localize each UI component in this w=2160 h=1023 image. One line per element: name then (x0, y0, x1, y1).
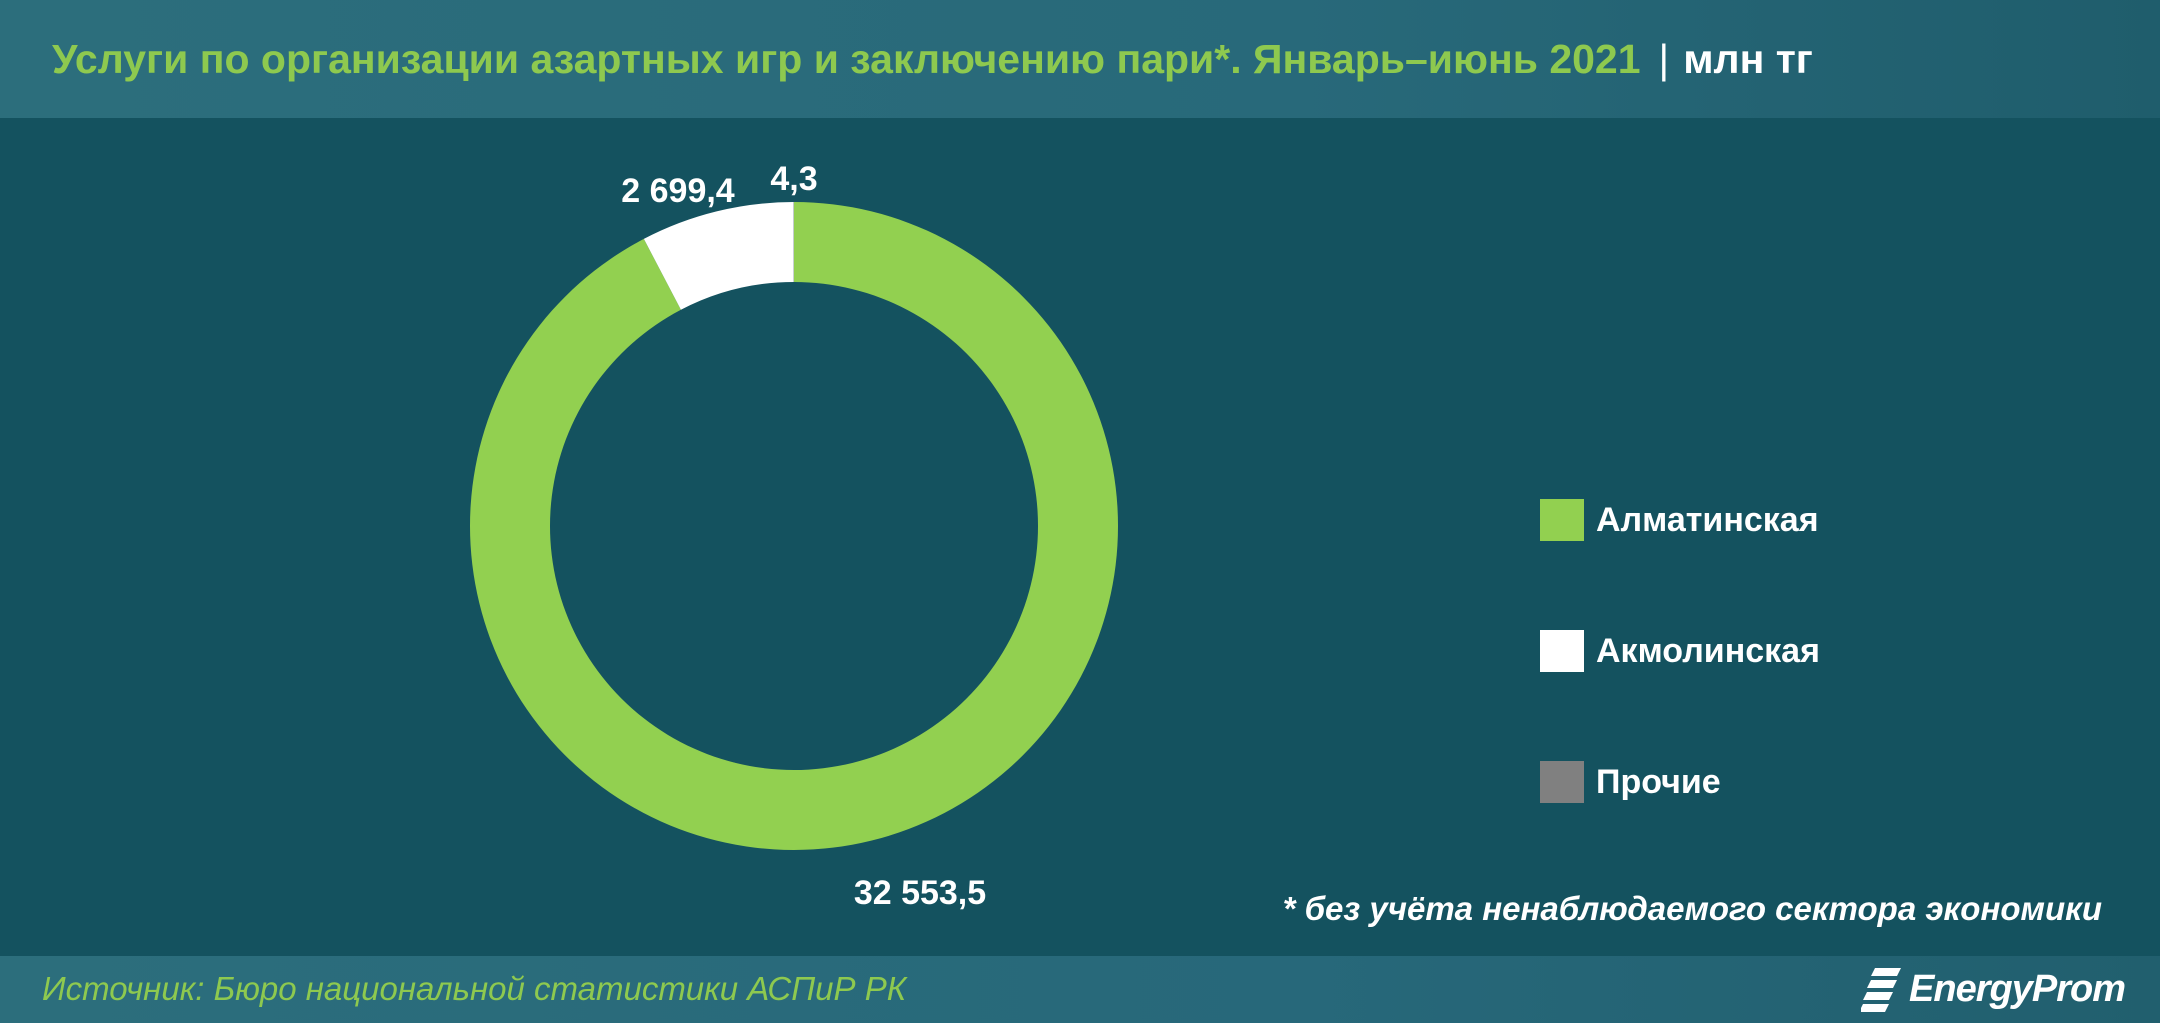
energyprom-logo: EnergyProm (1861, 964, 2126, 1014)
data-label-other: 4,3 (770, 160, 817, 198)
legend-label-akmola: Акмолинская (1596, 631, 1820, 670)
legend-label-almaty: Алматинская (1596, 500, 1819, 539)
donut-slice-akmola (643, 202, 794, 310)
data-label-almaty: 32 553,5 (854, 874, 986, 912)
logo-text: EnergyProm (1909, 967, 2126, 1010)
legend-label-other: Прочие (1596, 762, 1721, 801)
energyprom-logo-icon (1861, 968, 1902, 1012)
chart-header: Услуги по организации азартных игр и зак… (0, 0, 2160, 118)
legend-item-almaty: Алматинская (1540, 498, 1820, 542)
legend: Алматинская Акмолинская Прочие (1540, 498, 1820, 891)
legend-swatch-akmola (1540, 630, 1584, 672)
legend-swatch-other (1540, 761, 1584, 803)
legend-item-other: Прочие (1540, 760, 1820, 804)
footer: Источник: Бюро национальной статистики А… (0, 956, 2160, 1023)
source-text: Источник: Бюро национальной статистики А… (42, 970, 907, 1007)
chart-title: Услуги по организации азартных игр и зак… (52, 36, 1813, 83)
donut-chart: 32 553,5 2 699,4 4,3 (470, 160, 1118, 912)
data-label-akmola: 2 699,4 (621, 172, 735, 210)
title-separator: | (1658, 35, 1670, 82)
legend-swatch-almaty (1540, 499, 1584, 541)
donut-slice-almaty (470, 202, 1118, 850)
chart-area: 32 553,5 2 699,4 4,3 Алматинская Акмолинск… (0, 118, 2160, 956)
title-unit: млн тг (1683, 35, 1813, 82)
title-text: Услуги по организации азартных игр и зак… (52, 35, 1641, 82)
footnote: * без учёта ненаблюдаемого сектора эконо… (1282, 890, 2102, 927)
legend-item-akmola: Акмолинская (1540, 629, 1820, 673)
